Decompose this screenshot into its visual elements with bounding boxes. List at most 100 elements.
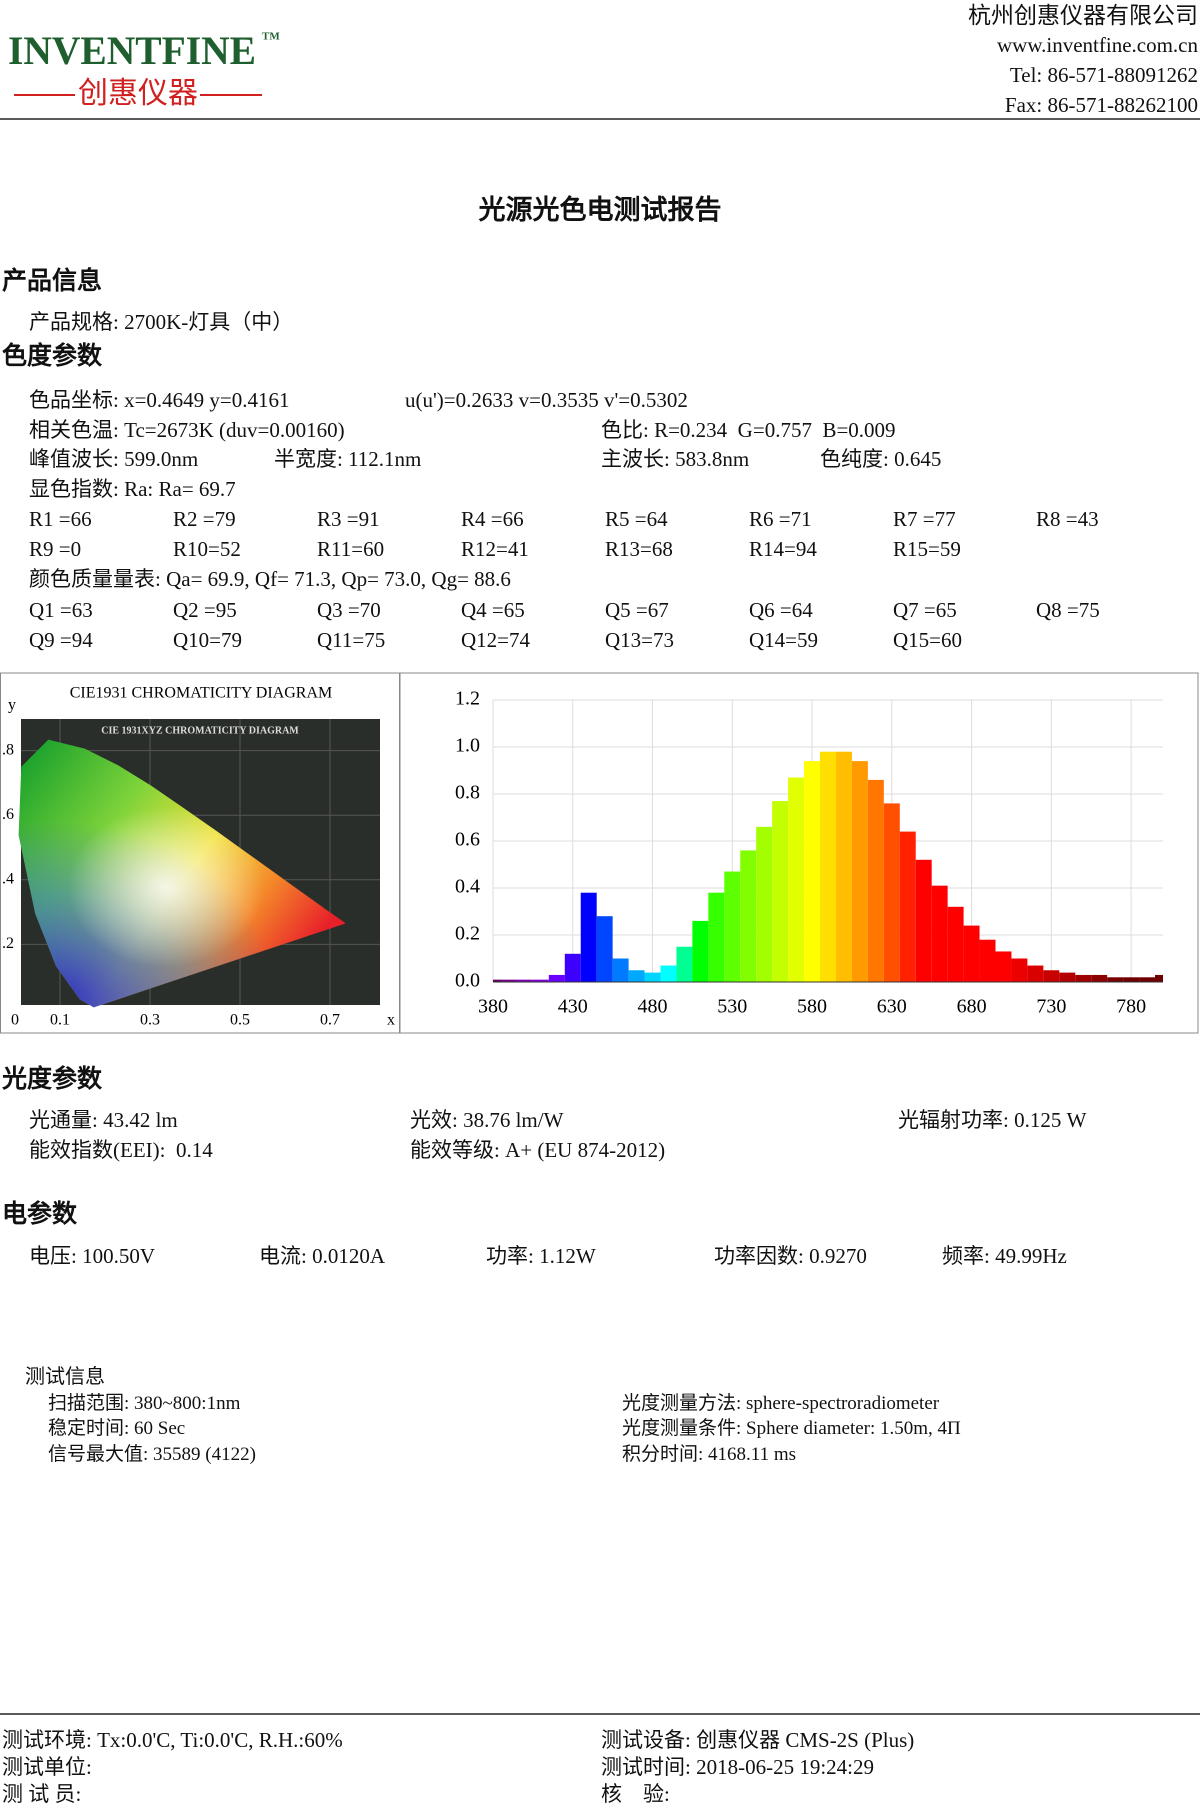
fax: Fax: 86-571-88262100 xyxy=(1004,93,1198,117)
section-heading: 色度参数 xyxy=(2,341,103,370)
q-index: Q5 =67 xyxy=(605,598,669,622)
cie-x-tick-label: 0 xyxy=(11,1012,19,1029)
spectrum-bar xyxy=(740,850,757,982)
cie-y-tick-label: .4 xyxy=(2,870,14,887)
frequency: 频率: 49.99Hz xyxy=(942,1244,1067,1268)
r-index: R11=60 xyxy=(317,537,385,561)
spectral-locus-white xyxy=(18,739,346,1008)
spectrum-bar xyxy=(596,916,613,982)
spectrum-bar xyxy=(1139,977,1156,982)
x-tick-label: 380 xyxy=(478,996,508,1018)
spectrum-bar xyxy=(660,965,677,982)
cie-x-tick-label: 0.3 xyxy=(140,1012,160,1029)
cri: 显色指数: Ra: Ra= 69.7 xyxy=(29,477,236,501)
spectrum-bar xyxy=(995,951,1012,982)
cie-x-label: x xyxy=(387,1012,395,1029)
cie-y-tick-label: .2 xyxy=(2,935,14,952)
y-tick-label: 0.8 xyxy=(455,782,480,804)
r-index: R9 =0 xyxy=(29,537,82,561)
x-tick-label: 780 xyxy=(1116,996,1146,1018)
x-tick-label: 430 xyxy=(558,996,588,1018)
spectrum-bar xyxy=(692,920,709,982)
spectrum-bar xyxy=(532,979,549,982)
spectrum-bar xyxy=(1107,977,1124,982)
y-tick-label: 0.0 xyxy=(455,970,480,992)
cie-x-tick-label: 0.1 xyxy=(50,1012,70,1029)
r-index: R12=41 xyxy=(461,537,529,561)
uv-coords: u(u')=0.2633 v=0.3535 v'=0.5302 xyxy=(405,388,688,412)
r-index: R5 =64 xyxy=(605,507,668,531)
cie-y-tick-label: .8 xyxy=(2,741,14,758)
spectrum-bar xyxy=(1155,974,1163,982)
spectrum-bar xyxy=(1123,977,1140,982)
q-index: Q12=74 xyxy=(461,628,531,652)
spectrum-bar xyxy=(628,970,645,982)
spectrum-bar xyxy=(1043,970,1060,982)
cie-title: CIE1931 CHROMATICITY DIAGRAM xyxy=(70,685,333,702)
spectrum-bar xyxy=(564,953,581,982)
equipment: 测试设备: 创惠仪器 CMS-2S (Plus) xyxy=(601,1728,915,1752)
eei: 能效指数(EEI): 0.14 xyxy=(29,1138,213,1162)
cie-x-tick-label: 0.5 xyxy=(230,1012,250,1029)
cqs: 颜色质量量表: Qa= 69.9, Qf= 71.3, Qp= 73.0, Qg… xyxy=(29,567,511,591)
power-factor: 功率因数: 0.9270 xyxy=(714,1244,867,1268)
tester: 测 试 员: xyxy=(2,1782,82,1806)
color-ratio: 色比: R=0.234 G=0.757 B=0.009 xyxy=(601,418,896,442)
cie-y-tick-label: .6 xyxy=(2,806,14,823)
signal-max: 信号最大值: 35589 (4122) xyxy=(48,1444,256,1465)
spectrum-bar xyxy=(804,761,821,982)
efficacy: 光效: 38.76 lm/W xyxy=(410,1108,564,1132)
logo-tm: TM xyxy=(262,31,280,43)
x-tick-label: 580 xyxy=(797,996,827,1018)
radiant-power: 光辐射功率: 0.125 W xyxy=(898,1108,1087,1132)
spectrum-frame xyxy=(399,672,1199,1034)
cct: 相关色温: Tc=2673K (duv=0.00160) xyxy=(29,418,345,442)
report-title: 光源光色电测试报告 xyxy=(478,195,722,226)
power: 功率: 1.12W xyxy=(486,1244,596,1268)
q-index: Q6 =64 xyxy=(749,598,813,622)
spectrum-bar xyxy=(1011,958,1028,982)
spectrum-bar xyxy=(516,979,533,982)
tel: Tel: 86-571-88091262 xyxy=(1009,63,1198,87)
spectrum-bar xyxy=(1027,965,1044,982)
cie-inner-title: CIE 1931XYZ CHROMATICITY DIAGRAM xyxy=(101,725,299,736)
x-tick-label: 480 xyxy=(638,996,668,1018)
r-index: R1 =66 xyxy=(29,507,92,531)
r-index: R13=68 xyxy=(605,537,673,561)
r-index: R7 =77 xyxy=(893,507,956,531)
scan-range: 扫描范围: 380~800:1nm xyxy=(48,1393,241,1414)
r-index: R4 =66 xyxy=(461,507,524,531)
spectrum-bar xyxy=(947,906,964,982)
q-index: Q8 =75 xyxy=(1036,598,1100,622)
q-index: Q13=73 xyxy=(605,628,675,652)
cie-x-tick-label: 0.7 xyxy=(320,1012,340,1029)
r-index: R8 =43 xyxy=(1036,507,1099,531)
y-tick-label: 0.2 xyxy=(455,923,480,945)
r-index: R14=94 xyxy=(749,537,817,561)
current: 电流: 0.0120A xyxy=(259,1244,385,1268)
r-index: R6 =71 xyxy=(749,507,812,531)
voltage: 电压: 100.50V xyxy=(29,1244,155,1268)
spectrum-bar xyxy=(899,831,916,982)
spectrum-bar xyxy=(612,958,629,982)
q-index: Q3 =70 xyxy=(317,598,381,622)
test-unit: 测试单位: xyxy=(2,1755,92,1779)
r-index: R2 =79 xyxy=(173,507,236,531)
spectrum-bar xyxy=(500,979,517,982)
q-index: Q1 =63 xyxy=(29,598,93,622)
spectrum-bar xyxy=(708,892,725,982)
section-heading: 产品信息 xyxy=(2,266,103,295)
spectrum-bar xyxy=(979,939,996,982)
measure-method: 光度测量方法: sphere-spectroradiometer xyxy=(622,1393,940,1414)
x-tick-label: 730 xyxy=(1036,996,1066,1018)
spectrum-bar xyxy=(548,974,565,982)
chromaticity-coords: 色品坐标: x=0.4649 y=0.4161 xyxy=(29,388,290,412)
test-time: 测试时间: 2018-06-25 19:24:29 xyxy=(601,1755,874,1779)
integration-time: 积分时间: 4168.11 ms xyxy=(622,1444,796,1465)
spectrum-bar xyxy=(931,885,948,982)
spectrum-bar xyxy=(835,751,852,982)
fwhm: 半宽度: 112.1nm xyxy=(274,447,422,471)
q-index: Q7 =65 xyxy=(893,598,957,622)
